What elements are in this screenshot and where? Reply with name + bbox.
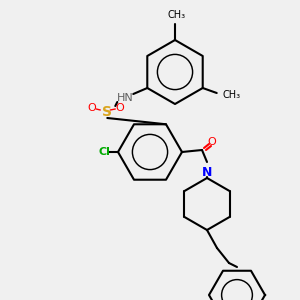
Text: O: O xyxy=(87,103,96,113)
Text: S: S xyxy=(102,105,112,119)
Text: CH₃: CH₃ xyxy=(168,10,186,20)
Text: N: N xyxy=(202,166,212,178)
Text: O: O xyxy=(115,103,124,113)
Text: Cl: Cl xyxy=(98,147,110,157)
Text: HN: HN xyxy=(117,93,134,103)
Text: CH₃: CH₃ xyxy=(223,90,241,100)
Text: O: O xyxy=(208,137,216,147)
